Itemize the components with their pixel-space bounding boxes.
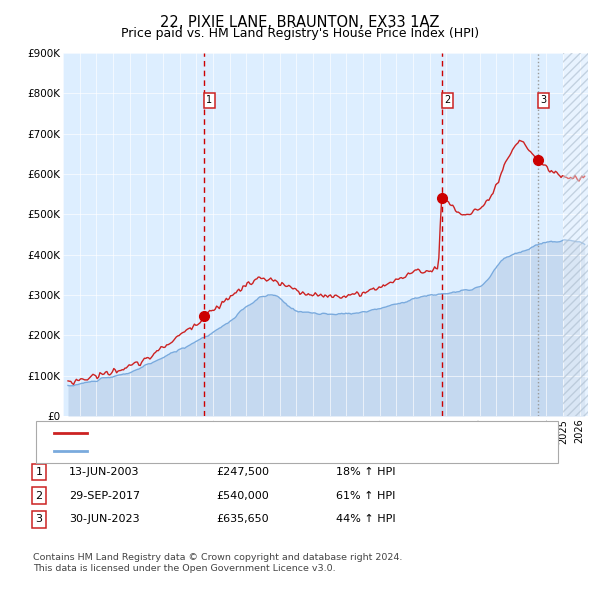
Text: HPI: Average price, detached house, North Devon: HPI: Average price, detached house, Nort… bbox=[93, 446, 370, 456]
Text: 13-JUN-2003: 13-JUN-2003 bbox=[69, 467, 139, 477]
Text: £635,650: £635,650 bbox=[216, 514, 269, 524]
Text: 18% ↑ HPI: 18% ↑ HPI bbox=[336, 467, 395, 477]
Text: 22, PIXIE LANE, BRAUNTON, EX33 1AZ: 22, PIXIE LANE, BRAUNTON, EX33 1AZ bbox=[160, 15, 440, 30]
Text: 1: 1 bbox=[35, 467, 43, 477]
Text: This data is licensed under the Open Government Licence v3.0.: This data is licensed under the Open Gov… bbox=[33, 565, 335, 573]
Text: Contains HM Land Registry data © Crown copyright and database right 2024.: Contains HM Land Registry data © Crown c… bbox=[33, 553, 403, 562]
Bar bbox=[563, 53, 588, 416]
Text: 44% ↑ HPI: 44% ↑ HPI bbox=[336, 514, 395, 524]
Text: 2: 2 bbox=[445, 95, 451, 105]
Text: Price paid vs. HM Land Registry's House Price Index (HPI): Price paid vs. HM Land Registry's House … bbox=[121, 27, 479, 40]
Text: 2: 2 bbox=[35, 491, 43, 500]
Bar bbox=[563, 53, 588, 416]
Text: 29-SEP-2017: 29-SEP-2017 bbox=[69, 491, 140, 500]
Text: 1: 1 bbox=[206, 95, 212, 105]
Text: £540,000: £540,000 bbox=[216, 491, 269, 500]
Text: 3: 3 bbox=[541, 95, 547, 105]
Text: 30-JUN-2023: 30-JUN-2023 bbox=[69, 514, 140, 524]
Text: 22, PIXIE LANE, BRAUNTON, EX33 1AZ (detached house): 22, PIXIE LANE, BRAUNTON, EX33 1AZ (deta… bbox=[93, 428, 408, 438]
Text: 3: 3 bbox=[35, 514, 43, 524]
Text: 61% ↑ HPI: 61% ↑ HPI bbox=[336, 491, 395, 500]
Text: £247,500: £247,500 bbox=[216, 467, 269, 477]
